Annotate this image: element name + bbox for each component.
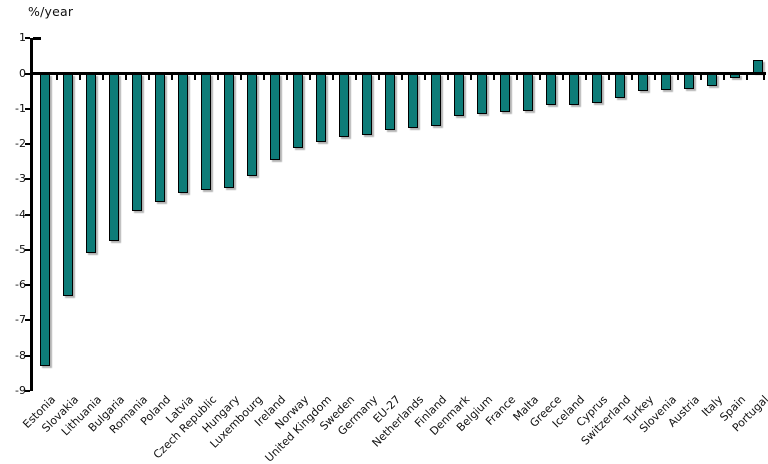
bar-lithuania: [86, 73, 96, 254]
x-tick: [447, 74, 449, 80]
bar-ireland: [270, 73, 280, 160]
x-tick: [424, 74, 426, 80]
x-axis-end-tick: [763, 74, 765, 80]
y-tick-label: 1: [19, 31, 26, 45]
bar-latvia: [178, 73, 188, 194]
y-tick-label: -6: [15, 278, 26, 291]
bar-sweden: [339, 73, 349, 137]
x-tick: [79, 74, 81, 80]
bar-norway: [293, 73, 303, 148]
x-tick: [401, 74, 403, 80]
bar-finland: [431, 73, 441, 127]
bar-iceland: [569, 73, 579, 105]
y-tick: [25, 248, 30, 251]
x-axis-line: [30, 72, 766, 75]
y-tick: [25, 143, 30, 145]
x-tick: [194, 74, 196, 80]
x-tick: [677, 74, 679, 80]
x-tick: [309, 74, 311, 80]
y-tick: [25, 284, 30, 286]
bar-germany: [362, 73, 372, 136]
y-tick: [25, 72, 30, 75]
bar-switzerland: [615, 73, 625, 99]
x-tick: [470, 74, 472, 80]
bar-czech-republic: [201, 73, 211, 190]
bar-bulgaria: [109, 73, 119, 241]
bar-luxembourg: [247, 73, 257, 176]
x-tick: [654, 74, 656, 80]
x-tick: [746, 74, 748, 80]
bar-slovakia: [63, 73, 73, 296]
y-tick: [25, 178, 30, 181]
bar-poland: [155, 73, 165, 203]
bar-austria: [684, 73, 694, 89]
bar-estonia: [40, 73, 50, 367]
y-tick-label: 0: [19, 66, 26, 80]
x-tick: [700, 74, 702, 80]
x-tick: [585, 74, 587, 80]
x-tick: [102, 74, 104, 80]
y-tick: [25, 213, 30, 216]
bar-turkey: [638, 73, 648, 92]
bar-greece: [546, 73, 556, 106]
y-tick: [25, 354, 30, 357]
y-tick-label: -2: [15, 137, 26, 150]
x-tick: [562, 74, 564, 80]
bar-denmark: [454, 73, 464, 116]
y-axis-unit-label: %/year: [28, 4, 74, 19]
bar-eu-27: [385, 73, 395, 130]
y-axis-top-cap-tick: [33, 37, 41, 41]
x-tick: [56, 74, 58, 80]
bar-romania: [132, 73, 142, 211]
y-tick-label: -7: [15, 313, 26, 327]
x-tick: [240, 74, 242, 80]
y-tick: [25, 37, 30, 40]
bar-united-kingdom: [316, 73, 326, 143]
x-tick: [217, 74, 219, 80]
y-tick: [25, 389, 30, 392]
y-tick-label: -5: [15, 242, 26, 256]
x-tick: [263, 74, 265, 80]
bar-hungary: [224, 73, 234, 189]
y-tick-label: -4: [15, 207, 26, 221]
bar-malta: [523, 73, 533, 111]
y-tick-label: -8: [15, 348, 26, 362]
x-tick: [171, 74, 173, 80]
y-tick: [25, 319, 30, 322]
bar-netherlands: [408, 73, 418, 129]
x-tick: [148, 74, 150, 80]
x-tick: [608, 74, 610, 80]
x-tick: [493, 74, 495, 80]
bar-france: [500, 73, 510, 113]
y-axis-line: [30, 37, 33, 392]
x-tick: [355, 74, 357, 80]
y-tick: [25, 107, 30, 110]
y-tick-label: -9: [15, 383, 26, 397]
y-tick-label: -1: [15, 101, 26, 115]
bar-cyprus: [592, 73, 602, 104]
x-tick: [631, 74, 633, 80]
x-tick: [539, 74, 541, 80]
x-tick: [378, 74, 380, 80]
x-tick: [723, 74, 725, 80]
x-tick: [125, 74, 127, 80]
x-tick: [332, 74, 334, 80]
bar-slovenia: [661, 73, 671, 91]
bar-italy: [707, 73, 717, 86]
x-tick: [516, 74, 518, 80]
x-tick: [286, 74, 288, 80]
y-tick-label: -3: [15, 172, 26, 186]
bar-belgium: [477, 73, 487, 115]
